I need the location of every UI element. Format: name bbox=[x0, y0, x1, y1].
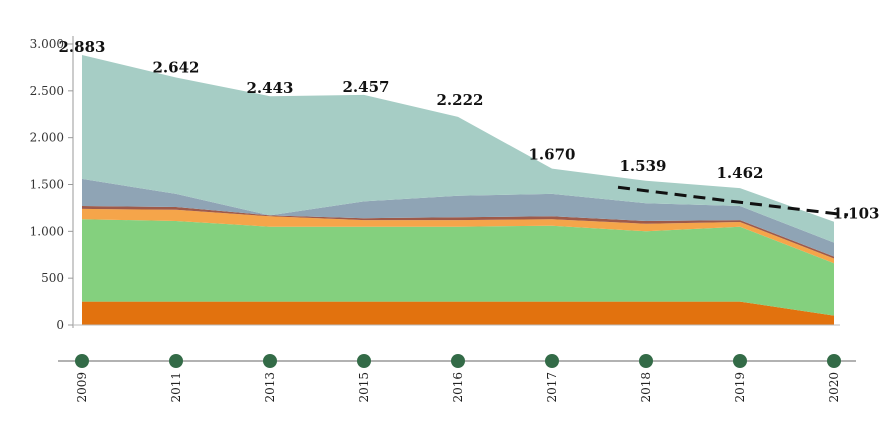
area-layer-3 bbox=[82, 208, 834, 264]
x-tick-label: 2017 bbox=[545, 372, 559, 403]
y-tick-label: 3.000 bbox=[30, 37, 64, 51]
total-label: 2.642 bbox=[153, 59, 200, 77]
y-tick-label: 2.000 bbox=[30, 131, 64, 145]
total-label: 1.462 bbox=[717, 164, 764, 182]
x-tick-label: 2020 bbox=[827, 372, 841, 403]
timeline-marker bbox=[451, 354, 465, 368]
total-label: 2.457 bbox=[343, 78, 390, 96]
y-tick-label: 0 bbox=[56, 318, 64, 332]
y-tick-label: 1.000 bbox=[30, 224, 64, 238]
total-label: 2.883 bbox=[59, 38, 106, 56]
total-label: 1.670 bbox=[529, 146, 576, 164]
area-layer-6 bbox=[82, 55, 834, 243]
x-axis: 2009 2011 2013 2015 2016 2017 2018 2019 2020 bbox=[58, 354, 856, 403]
total-label: 2.222 bbox=[437, 91, 484, 109]
x-tick-label: 2018 bbox=[639, 372, 653, 403]
total-label: 1.103 bbox=[833, 205, 880, 223]
x-tick-label: 2011 bbox=[169, 372, 183, 403]
timeline-marker bbox=[169, 354, 183, 368]
timeline-marker bbox=[263, 354, 277, 368]
total-labels: 2.883 2.642 2.443 2.457 2.222 1.670 1.539 1.462… bbox=[59, 38, 880, 223]
total-label: 1.539 bbox=[620, 157, 667, 175]
y-tick-label: 2.500 bbox=[30, 84, 64, 98]
x-tick-label: 2013 bbox=[263, 372, 277, 403]
x-tick-label: 2016 bbox=[451, 372, 465, 403]
total-label: 2.443 bbox=[247, 79, 294, 97]
trend-line-group bbox=[617, 185, 849, 217]
timeline-marker bbox=[733, 354, 747, 368]
y-tick-label: 1.500 bbox=[30, 178, 64, 192]
timeline-marker bbox=[639, 354, 653, 368]
trend-line bbox=[617, 185, 849, 217]
area-layers bbox=[82, 55, 834, 325]
x-tick-label: 2015 bbox=[357, 372, 371, 403]
y-axis: 0 500 1.000 1.500 2.000 2.500 3.000 bbox=[30, 36, 840, 332]
area-layer-2 bbox=[82, 219, 834, 316]
timeline-marker bbox=[827, 354, 841, 368]
x-tick-label: 2019 bbox=[733, 372, 747, 403]
y-tick-label: 500 bbox=[41, 271, 64, 285]
x-tick-label: 2009 bbox=[75, 372, 89, 403]
area-layer-1 bbox=[82, 301, 834, 325]
area-layer-5 bbox=[82, 178, 834, 257]
timeline-marker bbox=[75, 354, 89, 368]
timeline-marker bbox=[357, 354, 371, 368]
timeline-marker bbox=[545, 354, 559, 368]
